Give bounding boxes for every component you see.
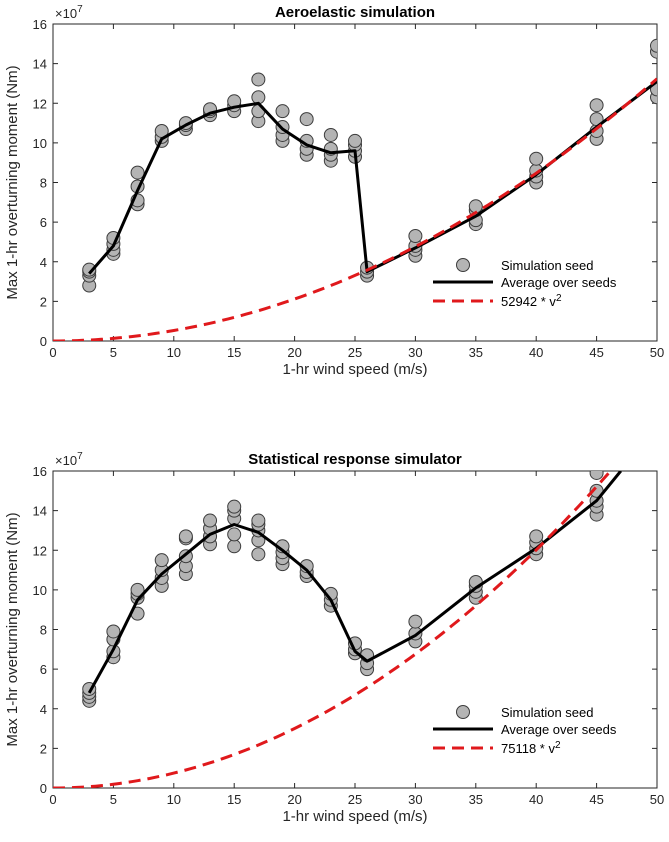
y-tick-label: 2 xyxy=(40,294,47,309)
y-tick-label: 10 xyxy=(33,583,47,598)
data-point xyxy=(154,553,169,568)
x-tick-label: 20 xyxy=(287,792,301,807)
data-point xyxy=(203,513,218,528)
data-point xyxy=(408,228,423,243)
y-tick-label: 0 xyxy=(40,781,47,796)
y-tick-label: 8 xyxy=(40,623,47,638)
x-tick-label: 30 xyxy=(408,792,422,807)
chart-title: Aeroelastic simulation xyxy=(275,4,435,21)
chart-title: Statistical response simulator xyxy=(248,451,462,468)
data-layer xyxy=(53,38,657,341)
x-tick-label: 50 xyxy=(650,345,664,360)
plot-area xyxy=(52,23,658,342)
legend-label-seed: Simulation seed xyxy=(501,705,594,720)
legend: Simulation seed Average over seeds 75118 *… xyxy=(433,705,617,756)
x-axis-label: 1-hr wind speed (m/s) xyxy=(282,361,427,378)
y-tick-label: 6 xyxy=(40,215,47,230)
data-point xyxy=(130,582,145,597)
legend-marker-seed xyxy=(456,258,470,272)
y-tick-label: 12 xyxy=(33,96,47,111)
x-tick-label: 0 xyxy=(49,792,56,807)
x-tick-label: 15 xyxy=(227,792,241,807)
average-line xyxy=(88,80,657,275)
data-point xyxy=(529,529,544,544)
y-tick-label: 14 xyxy=(33,57,47,72)
x-tick-label: 30 xyxy=(408,345,422,360)
data-point xyxy=(227,527,242,542)
data-point xyxy=(299,112,314,127)
x-tick-label: 45 xyxy=(589,345,603,360)
x-tick-label: 25 xyxy=(348,792,362,807)
y-tick-label: 12 xyxy=(33,543,47,558)
data-point xyxy=(251,72,266,87)
legend-label-average: Average over seeds xyxy=(501,722,617,737)
x-tick-label: 45 xyxy=(589,792,603,807)
data-point xyxy=(408,614,423,629)
data-point xyxy=(251,547,266,562)
data-point xyxy=(650,38,657,53)
legend-label-fit: 52942 * v2 xyxy=(501,293,562,309)
x-tick-label: 5 xyxy=(110,345,117,360)
data-layer xyxy=(53,471,622,788)
y-tick-label: 16 xyxy=(33,17,47,32)
y-axis-label: Max 1-hr overturning moment (Nm) xyxy=(4,65,21,299)
x-tick-label: 15 xyxy=(227,345,241,360)
chart-panel-1: 0 5 10 15 20 25 30 35 40 45 50 0 2 4 6 8 10 12 14 16 ×107 Aer… xyxy=(4,4,664,378)
y-tick-label: 4 xyxy=(40,702,47,717)
chart-panel-2: 0 5 10 15 20 25 30 35 40 45 50 0 2 4 6 8 10 12 14 16 ×107 Sta… xyxy=(4,451,664,825)
data-point xyxy=(106,624,121,639)
data-point xyxy=(275,104,290,119)
data-point xyxy=(227,539,242,554)
data-point xyxy=(82,262,97,277)
data-point xyxy=(589,471,604,480)
average-line xyxy=(87,471,622,694)
y-tick-label: 6 xyxy=(40,662,47,677)
data-point xyxy=(529,151,544,166)
x-tick-label: 40 xyxy=(529,792,543,807)
y-exponent-label: ×107 xyxy=(55,4,83,21)
x-tick-label: 0 xyxy=(49,345,56,360)
y-tick-label: 0 xyxy=(40,334,47,349)
data-point xyxy=(323,127,338,142)
legend-label-average: Average over seeds xyxy=(501,275,617,290)
x-tick-label: 35 xyxy=(469,345,483,360)
x-axis-label: 1-hr wind speed (m/s) xyxy=(282,808,427,825)
legend-label-fit: 75118 * v2 xyxy=(501,740,561,756)
y-tick-label: 4 xyxy=(40,255,47,270)
legend-label-seed: Simulation seed xyxy=(501,258,594,273)
x-tick-label: 10 xyxy=(167,345,181,360)
legend-marker-seed xyxy=(456,705,470,719)
y-tick-label: 16 xyxy=(33,464,47,479)
x-tick-label: 5 xyxy=(110,792,117,807)
fit-curve xyxy=(53,472,610,788)
y-tick-label: 2 xyxy=(40,741,47,756)
y-tick-label: 10 xyxy=(33,136,47,151)
data-point xyxy=(178,529,193,544)
y-tick-label: 8 xyxy=(40,176,47,191)
x-tick-label: 20 xyxy=(287,345,301,360)
data-point xyxy=(130,165,145,180)
data-point xyxy=(348,133,362,148)
x-tick-label: 25 xyxy=(348,345,362,360)
x-tick-label: 10 xyxy=(167,792,181,807)
x-tick-label: 40 xyxy=(529,345,543,360)
fit-curve xyxy=(53,77,657,341)
data-point xyxy=(251,513,266,528)
data-point xyxy=(227,499,242,514)
data-point xyxy=(589,98,604,113)
legend: Simulation seed Average over seeds 52942 *… xyxy=(433,258,617,309)
x-tick-label: 50 xyxy=(650,792,664,807)
y-tick-label: 14 xyxy=(33,504,47,519)
x-tick-label: 35 xyxy=(469,792,483,807)
y-axis-label: Max 1-hr overturning moment (Nm) xyxy=(4,512,21,746)
y-exponent-label: ×107 xyxy=(55,451,83,468)
